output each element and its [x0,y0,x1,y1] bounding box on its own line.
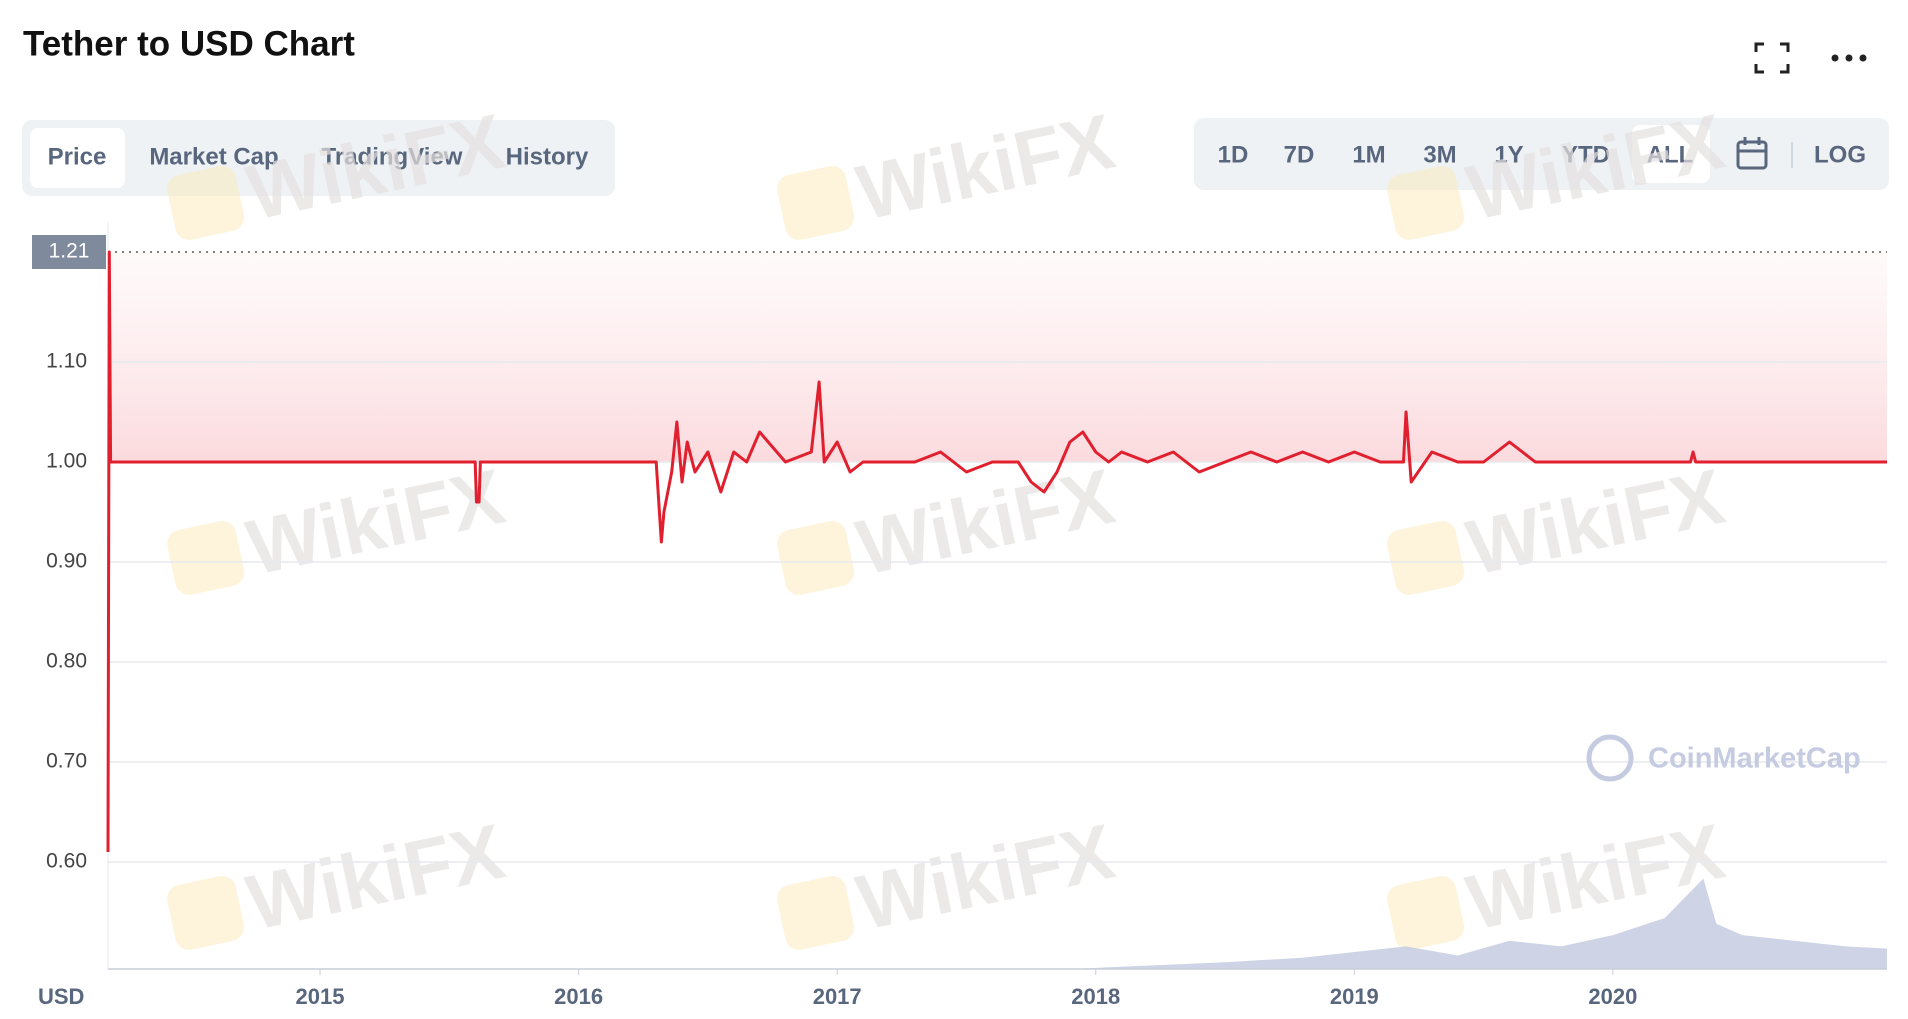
x-tick-label: 2016 [554,984,603,1009]
max-price-badge [32,235,106,269]
tab[interactable]: Price [48,143,107,170]
watermark: WikiFX [240,97,512,237]
calendar-icon[interactable] [1736,137,1768,170]
volume-area [1069,878,1887,969]
y-tick-label: 0.90 [46,550,87,573]
log-button[interactable]: LOG [1814,141,1866,168]
watermark: WikiFX [240,807,512,947]
brand: CoinMarketCap [1648,743,1861,775]
x-tick-label: 2015 [296,984,345,1009]
watermark: WikiFX [240,452,512,592]
y-tick-label: 1.10 [46,350,87,373]
tab[interactable]: TradingView [322,143,463,170]
y-tick-label: 1.00 [46,450,87,473]
tab-active [30,128,125,188]
range-bar [1194,118,1889,190]
range-button[interactable]: ALL [1647,141,1694,168]
range-button[interactable]: YTD [1562,141,1610,168]
range-active [1632,125,1710,183]
range-button[interactable]: 1M [1352,141,1385,168]
watermark-logo [1387,520,1465,595]
x-tick-label: 2017 [813,984,862,1009]
fullscreen-icon[interactable] [1754,42,1790,74]
watermark-logo [1387,165,1465,240]
x-tick-label: 2019 [1330,984,1379,1009]
watermark-logo [777,165,855,240]
watermark-logo [167,165,245,240]
x-tick-label: 2018 [1071,984,1120,1009]
price-band [108,252,1887,462]
range-button[interactable]: 7D [1284,141,1315,168]
range-button[interactable]: 1D [1218,141,1249,168]
y-unit: USD [38,984,84,1009]
watermark: WikiFX [850,452,1122,592]
range-button[interactable]: 3M [1423,141,1456,168]
watermark-logo [777,520,855,595]
y-tick-label: 0.60 [46,850,87,873]
watermark: WikiFX [850,97,1122,237]
watermark-logo [777,875,855,950]
watermark: WikiFX [1460,452,1732,592]
watermark: WikiFX [1460,97,1732,237]
watermark-logo [167,520,245,595]
chart-title: Tether to USD Chart [23,24,355,63]
x-tick-label: 2020 [1588,984,1637,1009]
more-icon[interactable] [1831,54,1867,62]
watermark: WikiFX [850,807,1122,947]
tab-bar [22,120,615,196]
y-tick-label: 0.80 [46,650,87,673]
brand-logo [1586,734,1634,782]
price-line [106,250,1887,853]
watermark-logo [1387,875,1465,950]
range-button[interactable]: 1Y [1494,141,1523,168]
y-tick-label: 0.70 [46,750,87,773]
watermark-logo [167,875,245,950]
tab[interactable]: History [506,143,589,170]
max-price-label: 1.21 [49,240,90,263]
tab[interactable]: Market Cap [149,143,278,170]
